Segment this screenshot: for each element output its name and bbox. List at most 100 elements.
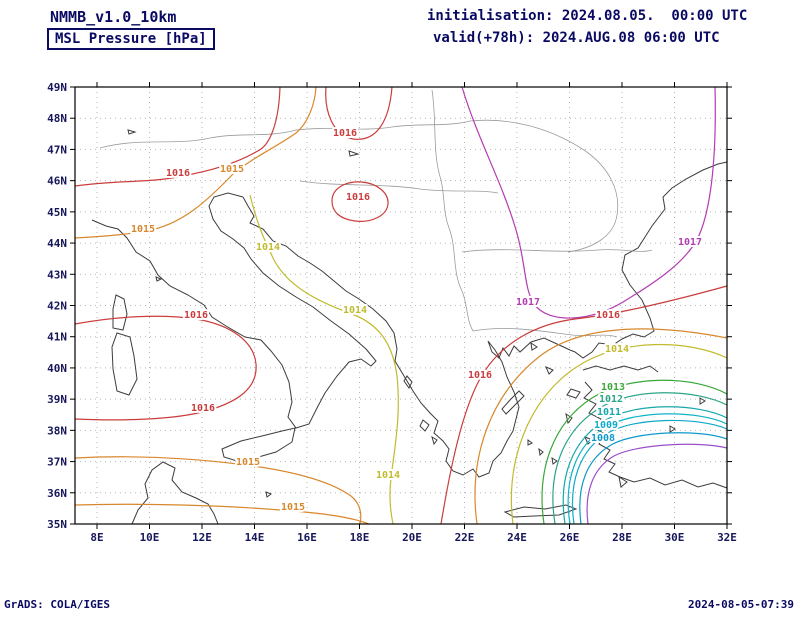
isobars-1009: [571, 419, 728, 525]
contour-label-1016: 1016: [333, 128, 357, 139]
coastline-balkans-greece: [242, 161, 728, 478]
contour-label-1008: 1008: [591, 433, 615, 444]
isobar-1017-a: [461, 86, 716, 319]
lake-constance: [127, 129, 137, 135]
island-lesbos: [566, 388, 581, 399]
lat-tick-label: 42N: [47, 300, 67, 313]
isobar-1013-a: [541, 379, 728, 525]
border-greece-north: [472, 328, 618, 338]
coastline-layer: [91, 129, 728, 525]
valid-time: valid(+78h): 2024.AUG.08 06:00 UTC: [433, 30, 720, 46]
lon-tick-label: 16E: [297, 531, 317, 544]
island-zakynthos: [431, 435, 438, 446]
lon-tick-label: 30E: [665, 531, 685, 544]
lake-anatolia-b: [699, 397, 706, 405]
lon-tick-label: 28E: [612, 531, 632, 544]
contour-label-1015: 1015: [236, 457, 260, 468]
coastline-tunisia: [131, 461, 219, 525]
isobar-1014-b: [510, 343, 728, 525]
isobar-1016-a: [74, 86, 281, 187]
isobars-1016: [74, 86, 728, 525]
contour-label-1011: 1011: [597, 407, 621, 418]
coastline-anatolia: [583, 381, 728, 489]
island-elba: [155, 276, 163, 282]
island-cyclades-a: [551, 457, 558, 465]
contour-label-1015: 1015: [281, 502, 305, 513]
contour-label-1016: 1016: [166, 168, 190, 179]
island-euboea: [501, 390, 525, 415]
lat-tick-label: 35N: [47, 518, 67, 531]
island-limnos: [545, 366, 554, 375]
isobar-1015-d: [474, 328, 728, 525]
border-hungary-south: [299, 180, 499, 194]
contour-label-1014: 1014: [376, 470, 400, 481]
contour-label-1015: 1015: [131, 224, 155, 235]
border-alps: [99, 129, 297, 149]
contour-label-1017: 1017: [678, 237, 702, 248]
isobars-1008: [579, 432, 728, 525]
isobar-layer: [74, 86, 728, 525]
lat-tick-label: 47N: [47, 143, 67, 156]
lat-tick-label: 38N: [47, 424, 67, 437]
island-chios: [565, 412, 573, 425]
isobars-1010: [567, 413, 728, 525]
lon-tick-label: 32E: [717, 531, 737, 544]
border-danube: [461, 249, 653, 253]
axis-label-layer: 49N 48N 47N 46N 45N 44N 43N 42N 41N 40N 39N 38N 37N 3…: [47, 81, 737, 544]
isobar-1016-d: [440, 285, 728, 525]
contour-label-1012: 1012: [599, 394, 623, 405]
contour-label-1016: 1016: [191, 403, 215, 414]
isobar-1007-a: [586, 443, 728, 525]
contour-label-1016: 1016: [346, 192, 370, 203]
lake-balaton: [348, 150, 360, 157]
model-title: NMMB_v1.0_10km: [50, 8, 177, 26]
contour-label-1016: 1016: [468, 370, 492, 381]
lat-tick-label: 49N: [47, 81, 67, 94]
lon-tick-label: 12E: [192, 531, 212, 544]
lake-anatolia-a: [669, 425, 676, 433]
contour-label-1014: 1014: [343, 305, 367, 316]
lat-tick-label: 41N: [47, 331, 67, 344]
isobar-1010-a: [567, 413, 728, 525]
contour-label-layer: 1016 1015 1016 1015 1014 1016 1017 1017 1016 1016…: [129, 126, 704, 515]
isobars-1011: [562, 406, 728, 525]
coastline-italy: [91, 192, 377, 429]
island-rhodes: [618, 475, 628, 488]
init-time: initialisation: 2024.08.05. 00:00 UTC: [427, 8, 748, 24]
border-layer: [99, 89, 653, 338]
map-frame: [74, 86, 728, 525]
lat-tick-label: 45N: [47, 206, 67, 219]
contour-label-1016: 1016: [184, 310, 208, 321]
lat-tick-label: 46N: [47, 175, 67, 188]
isobars-1014: [249, 194, 728, 525]
lat-tick-label: 48N: [47, 112, 67, 125]
island-sicily: [221, 427, 296, 462]
island-thasos: [530, 341, 538, 351]
contour-label-1016: 1016: [596, 310, 620, 321]
isobar-1016-c: [331, 181, 389, 222]
isobar-1014-a: [249, 194, 399, 525]
lat-tick-label: 40N: [47, 362, 67, 375]
isobar-1008-a: [579, 432, 728, 525]
isobars-1007: [586, 443, 728, 525]
island-malta: [265, 491, 273, 498]
lon-tick-label: 18E: [350, 531, 370, 544]
island-corsica: [112, 294, 128, 331]
lat-tick-label: 39N: [47, 393, 67, 406]
island-cyclades-b: [538, 447, 544, 457]
isobar-1009-a: [571, 419, 728, 525]
lat-tick-label: 36N: [47, 487, 67, 500]
island-cephalonia: [419, 419, 430, 432]
lat-tick-label: 43N: [47, 268, 67, 281]
isobars-1015: [74, 86, 728, 525]
tick-layer: [70, 82, 732, 529]
isobars-1013: [541, 379, 728, 525]
isobar-1011-a: [562, 406, 728, 525]
lat-tick-label: 44N: [47, 237, 67, 250]
contour-label-1014: 1014: [605, 344, 629, 355]
coastline-marmara-south: [582, 365, 659, 373]
island-sardinia: [111, 332, 138, 396]
contour-label-1015: 1015: [220, 164, 244, 175]
isobar-1012-a: [552, 392, 728, 525]
